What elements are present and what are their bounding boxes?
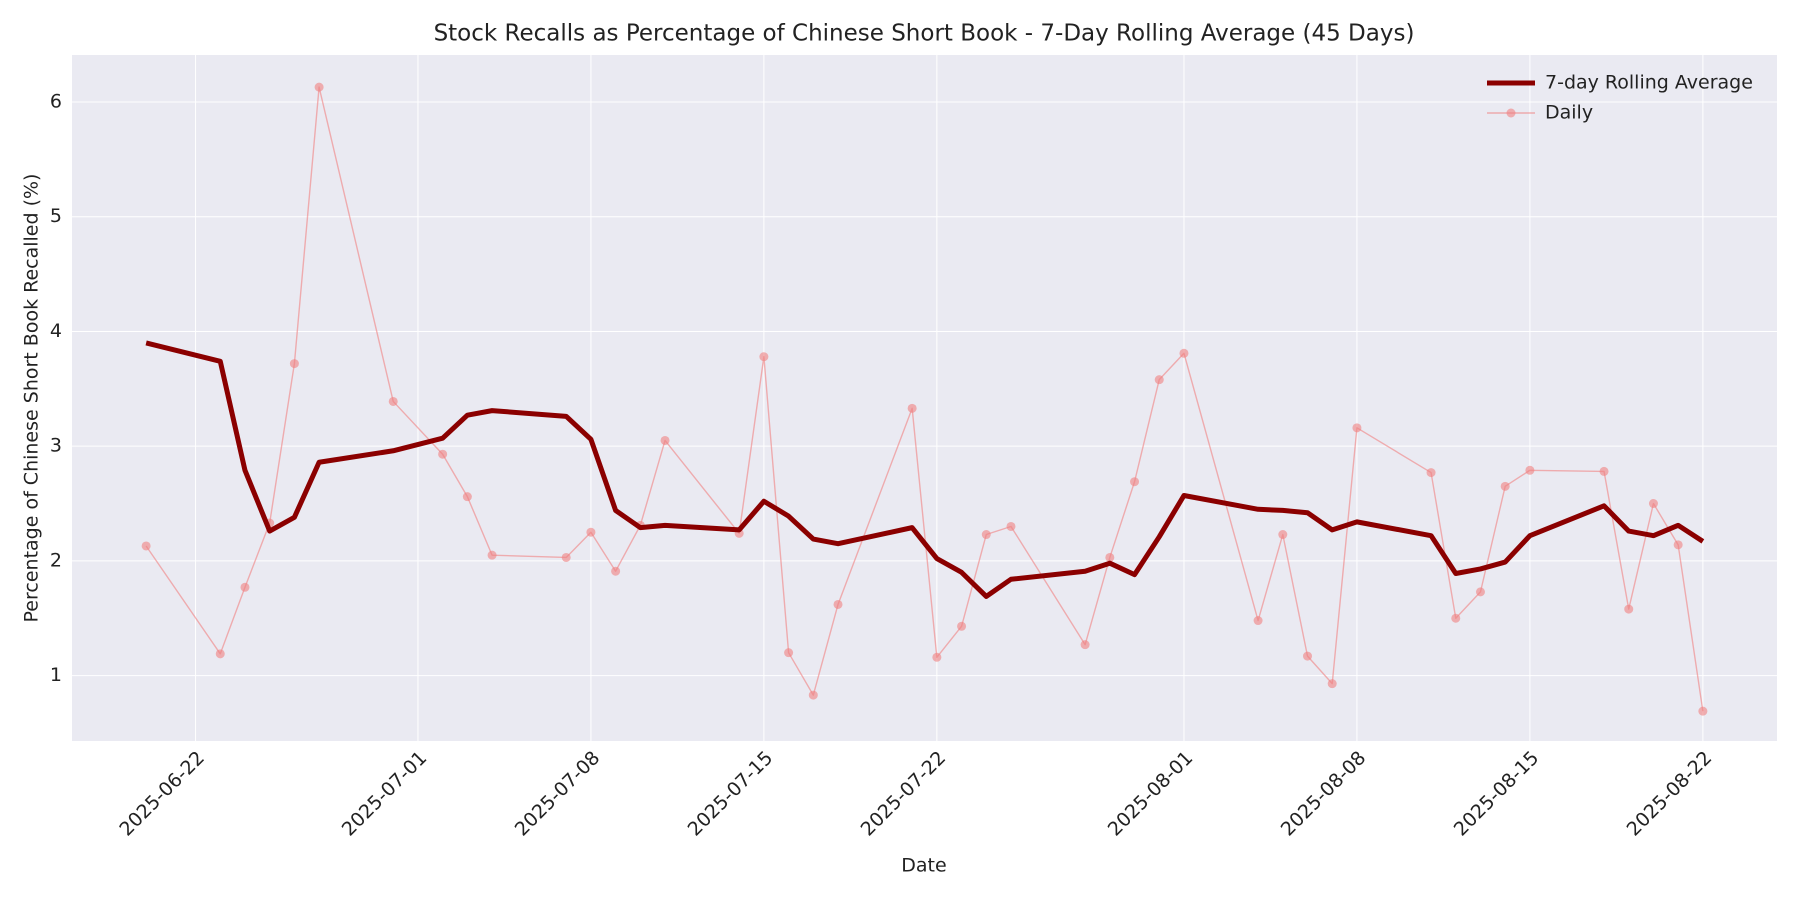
data-point [1624, 604, 1634, 614]
data-point [561, 552, 571, 562]
data-point [462, 492, 472, 502]
data-point [932, 652, 942, 662]
data-point [808, 690, 818, 700]
data-point [1105, 552, 1115, 562]
data-point [1006, 521, 1016, 531]
legend-label: Daily [1545, 102, 1593, 124]
data-point [1698, 706, 1708, 716]
y-tick-label: 6 [50, 91, 62, 113]
chart-title: Stock Recalls as Percentage of Chinese S… [434, 21, 1415, 47]
data-point [1451, 613, 1461, 623]
data-point [1500, 481, 1510, 491]
y-tick-label: 1 [50, 664, 62, 686]
series-line [145, 340, 1705, 599]
y-tick-label: 3 [50, 435, 62, 457]
x-tick-label: 2025-07-22 [857, 747, 951, 841]
data-point [1525, 465, 1535, 475]
data-point [1648, 499, 1658, 509]
data-point [215, 649, 225, 659]
data-point [1080, 640, 1090, 650]
data-point [1179, 348, 1189, 358]
x-tick-label: 2025-06-22 [115, 747, 209, 841]
data-point [1303, 651, 1313, 661]
data-point [1352, 423, 1362, 433]
data-point [240, 582, 250, 592]
legend: 7-day Rolling Average Daily [1487, 72, 1753, 124]
x-tick-label: 2025-07-08 [511, 747, 605, 841]
data-point [1475, 587, 1485, 597]
data-point [1154, 375, 1164, 385]
y-axis-label: Percentage of Chinese Short Book Recalle… [21, 174, 43, 623]
x-tick-label: 2025-08-22 [1623, 747, 1717, 841]
data-point [1673, 540, 1683, 550]
x-tick-label: 2025-07-01 [338, 747, 432, 841]
data-point [833, 599, 843, 609]
data-point [759, 352, 769, 362]
data-point [907, 403, 917, 413]
data-point [1599, 466, 1609, 476]
data-point [1130, 477, 1140, 487]
x-axis-label: Date [901, 855, 946, 877]
data-point [784, 648, 794, 658]
data-point [487, 550, 497, 560]
x-tick-label: 2025-07-15 [684, 747, 778, 841]
y-tick-label: 5 [50, 205, 62, 227]
y-tick-label: 2 [50, 549, 62, 571]
x-tick-label: 2025-08-08 [1277, 747, 1371, 841]
legend-label: 7-day Rolling Average [1545, 72, 1753, 94]
data-point [141, 541, 151, 551]
data-point [611, 566, 621, 576]
legend-marker [1506, 108, 1516, 118]
data-point [981, 530, 991, 540]
data-point [438, 449, 448, 459]
data-point [314, 82, 324, 92]
data-point [1327, 679, 1337, 689]
plot-area [72, 55, 1777, 741]
data-point [1426, 468, 1436, 478]
data-point [1253, 616, 1263, 626]
x-tick-label: 2025-08-01 [1104, 747, 1198, 841]
data-point [586, 527, 596, 537]
data-point [957, 621, 967, 631]
y-tick-label: 4 [50, 320, 62, 342]
data-point [289, 359, 299, 369]
data-point [660, 435, 670, 445]
data-point [388, 396, 398, 406]
data-point [1278, 530, 1288, 540]
x-tick-label: 2025-08-15 [1450, 747, 1544, 841]
